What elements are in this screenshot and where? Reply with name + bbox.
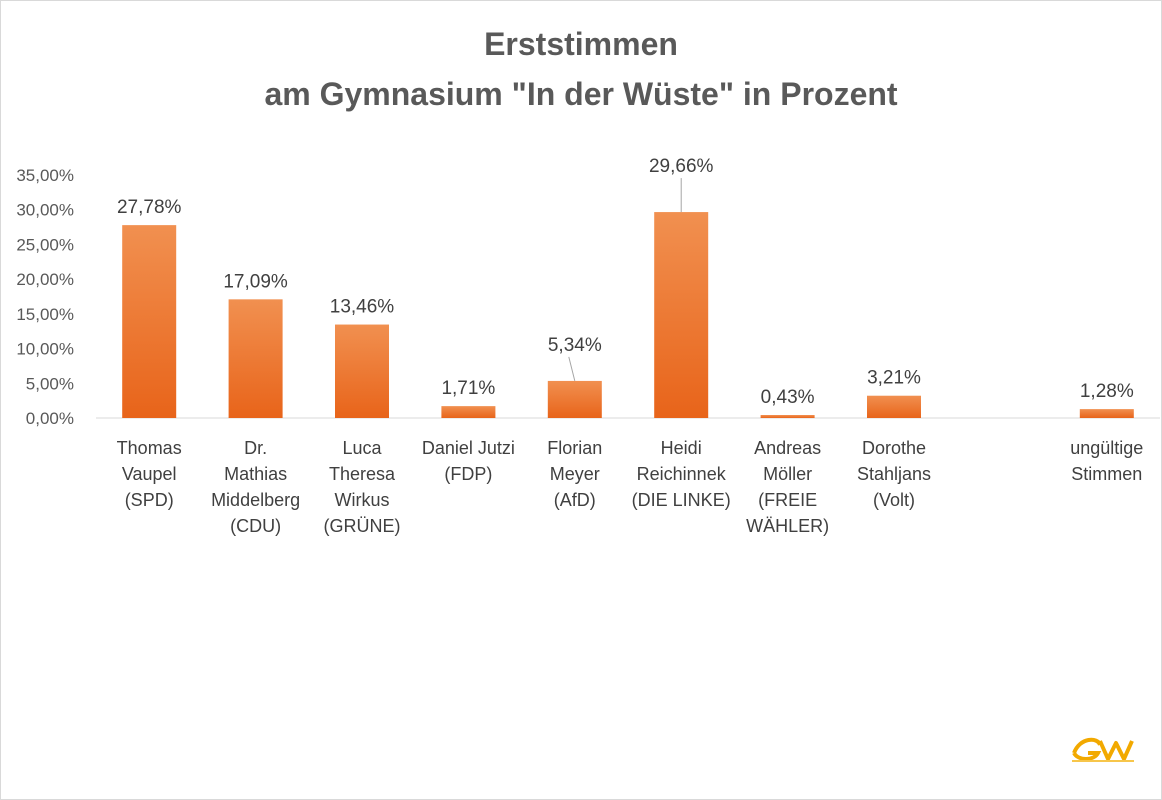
data-label: 3,21% [867,368,921,389]
x-category-label: Dr. Mathias Middelberg (CDU) [211,438,300,536]
leader-lines [568,178,682,382]
y-tick-label: 15,00% [16,305,74,324]
gdw-logo-icon [1070,735,1136,768]
bar [122,225,177,418]
x-category-label: Daniel Jutzi (FDP) [422,438,515,484]
bar [335,324,389,418]
y-tick-label: 10,00% [16,340,74,359]
bar [760,415,815,418]
data-label: 17,09% [223,271,288,292]
y-tick-label: 25,00% [16,235,74,254]
data-label: 29,66% [649,156,714,177]
x-category-label: Heidi Reichinnek (DIE LINKE) [632,438,731,510]
y-tick-label: 35,00% [16,166,74,185]
x-axis-categories: Thomas Vaupel (SPD) Dr. Mathias Middelberg (CD… [117,438,1144,536]
bar [654,212,709,418]
bar [547,380,602,418]
x-category-label: Andreas Möller (FREIE WÄHLER) [746,438,829,536]
data-label: 0,43% [761,387,815,408]
y-tick-label: 30,00% [16,201,74,220]
data-labels: 27,78% 17,09% 13,46% 1,71% 5,34% 29,66% 0,43% 3… [117,156,1134,408]
leader-line [568,356,576,382]
bar [867,395,921,418]
bar [228,299,283,418]
y-axis: 0,00% 5,00% 10,00% 15,00% 20,00% 25,00% 30,00%… [16,166,1160,428]
bar-series [122,212,1134,418]
y-tick-label: 20,00% [16,270,74,289]
data-label: 1,71% [441,378,495,399]
x-category-label: Luca Theresa Wirkus (GRÜNE) [324,438,401,536]
x-category-label: Florian Meyer (AfD) [547,438,602,510]
chart-title-line-2: am Gymnasium "In der Wüste" in Prozent [264,76,898,112]
x-category-label: Dorothe Stahljans (Volt) [857,438,931,510]
chart-title-line-1: Erststimmen [484,26,678,62]
y-tick-label: 5,00% [26,374,74,393]
x-category-label: ungültige Stimmen [1070,438,1143,484]
data-label: 5,34% [548,335,602,356]
data-label: 27,78% [117,197,182,218]
y-tick-label: 0,00% [26,409,74,428]
data-label: 1,28% [1080,381,1134,402]
data-label: 13,46% [330,297,395,318]
bar [441,406,496,418]
bar [1079,409,1134,418]
x-category-label: Thomas Vaupel (SPD) [117,438,182,510]
